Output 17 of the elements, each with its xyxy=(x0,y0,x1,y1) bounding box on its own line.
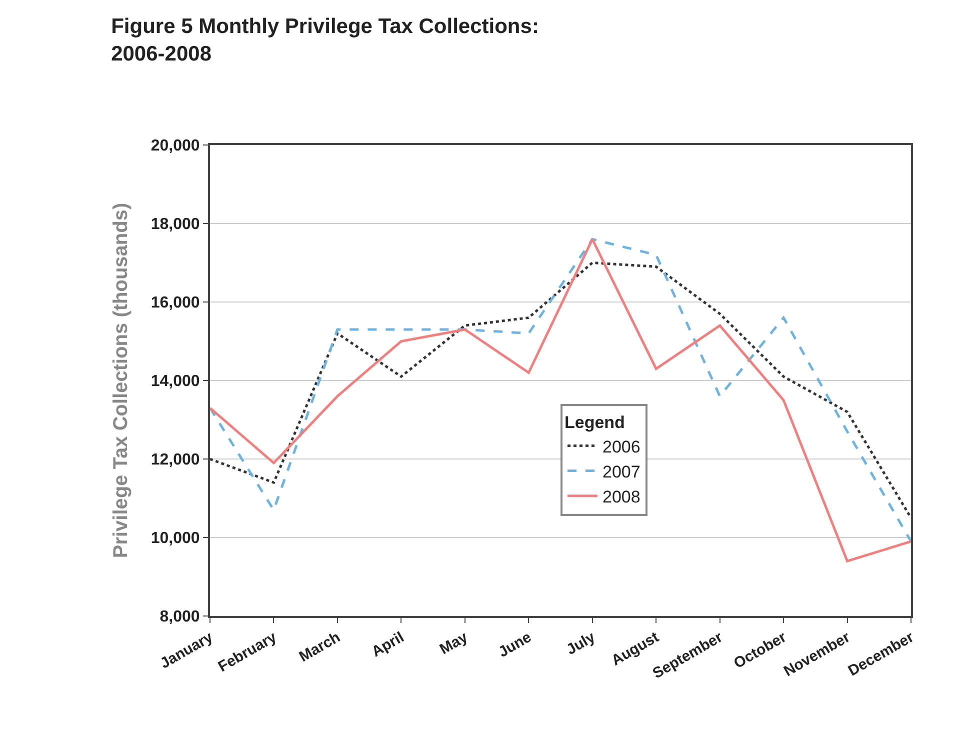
y-tick-label: 10,000 xyxy=(150,530,200,548)
y-tick-label: 20,000 xyxy=(150,138,200,155)
y-tick-label: 8,000 xyxy=(160,608,200,626)
legend-label: 2007 xyxy=(602,462,640,482)
y-tick-label: 18,000 xyxy=(150,216,200,234)
chart-title: Figure 5 Monthly Privilege Tax Collections: 2006-2008 xyxy=(111,15,539,66)
y-tick-label: 14,000 xyxy=(150,373,200,390)
y-axis-title: Privilege Tax Collections (thousands) xyxy=(110,202,132,558)
y-tick-label: 16,000 xyxy=(150,294,200,312)
legend-title: Legend xyxy=(564,413,625,432)
x-tick-label: July xyxy=(564,628,599,658)
legend-label: 2008 xyxy=(602,488,640,507)
y-tick-label: 12,000 xyxy=(150,452,200,469)
x-tick-label: May xyxy=(436,628,472,658)
legend-label: 2006 xyxy=(602,437,640,456)
x-tick-label: June xyxy=(496,628,534,661)
line-series xyxy=(210,262,911,520)
